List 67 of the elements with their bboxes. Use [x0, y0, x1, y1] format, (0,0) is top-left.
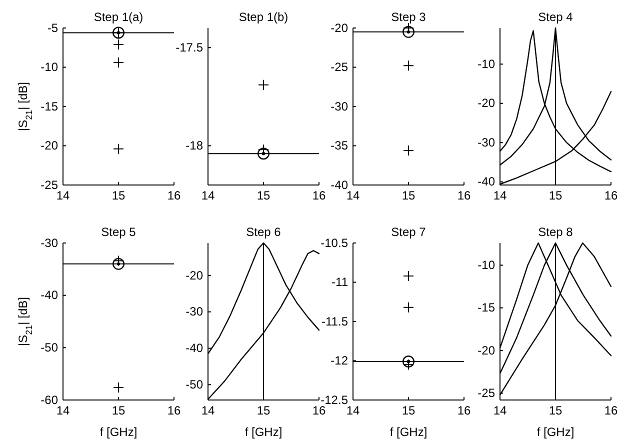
- y-tick-label: -20: [330, 20, 348, 35]
- x-tick-label: 14: [201, 404, 215, 418]
- y-tick-label: -20: [478, 96, 496, 110]
- y-tick-label: -10.5: [320, 236, 348, 250]
- y-tick-label: -30: [186, 304, 204, 319]
- y-tick-label: -18: [186, 138, 204, 153]
- x-tick-label: 16: [457, 404, 471, 418]
- x-tick-label: 15: [112, 188, 126, 203]
- y-tick-label: -50: [186, 378, 204, 392]
- chart-title: Step 6: [246, 225, 282, 239]
- x-tick-label: 15: [112, 404, 126, 418]
- y-tick-label: -5: [47, 20, 58, 35]
- y-tick-label: -11: [332, 275, 348, 290]
- x-tick-label: 14: [346, 188, 360, 203]
- y-tick-label: -10: [40, 60, 58, 74]
- x-tick-label: 16: [167, 188, 181, 203]
- y-tick-label: -10: [478, 258, 496, 272]
- y-tick-label: -50: [40, 340, 58, 355]
- x-axis-title: f [GHz]: [390, 425, 428, 439]
- x-tick-label: 14: [56, 188, 70, 203]
- y-tick-label: -12: [330, 354, 348, 368]
- chart-title: Step 7: [391, 225, 426, 239]
- y-tick-label: -20: [478, 343, 496, 358]
- chart-title: Step 1(a): [94, 10, 144, 24]
- y-tick-label: -25: [330, 60, 348, 74]
- y-tick-label: -40: [478, 174, 496, 189]
- y-tick-label: -60: [40, 392, 58, 407]
- x-tick-label: 16: [604, 188, 618, 203]
- x-tick-label: 14: [56, 404, 70, 418]
- y-tick-label: -35: [330, 138, 348, 153]
- y-tick-label: -25: [478, 386, 496, 400]
- x-tick-label: 14: [493, 188, 507, 203]
- x-tick-label: 16: [167, 404, 181, 418]
- y-tick-label: -40: [330, 178, 348, 192]
- y-tick-label: -20: [40, 138, 58, 153]
- chart-title: Step 1(b): [238, 10, 288, 24]
- y-tick-label: -20: [186, 268, 204, 282]
- chart-title: Step 3: [391, 10, 426, 24]
- x-tick-label: 14: [346, 404, 360, 418]
- x-axis-title: f [GHz]: [536, 425, 574, 439]
- y-tick-label: -30: [330, 99, 348, 114]
- x-tick-label: 15: [256, 404, 270, 418]
- y-tick-label: -30: [478, 135, 496, 150]
- y-tick-label: -11.5: [322, 314, 348, 328]
- y-tick-label: -15: [478, 300, 496, 315]
- chart-title: Step 4: [538, 10, 574, 24]
- y-tick-label: -17.5: [176, 40, 204, 54]
- y-tick-label: -40: [40, 288, 58, 302]
- x-tick-label: 14: [201, 188, 215, 203]
- y-tick-label: -10: [478, 56, 496, 71]
- y-tick-label: -40: [186, 341, 204, 356]
- y-tick-label: -30: [40, 236, 58, 250]
- x-tick-label: 16: [604, 404, 618, 418]
- y-tick-label: -25: [40, 178, 58, 192]
- y-tick-label: -15: [40, 99, 58, 114]
- chart-title: Step 5: [101, 225, 136, 239]
- x-tick-label: 16: [312, 188, 326, 203]
- x-tick-label: 15: [402, 188, 416, 203]
- x-tick-label: 15: [548, 404, 562, 418]
- x-axis-title: f [GHz]: [244, 425, 282, 439]
- x-tick-label: 16: [457, 188, 471, 203]
- chart-title: Step 8: [538, 225, 574, 239]
- x-tick-label: 15: [256, 188, 270, 203]
- x-tick-label: 15: [402, 404, 416, 418]
- x-tick-label: 14: [493, 404, 507, 418]
- x-tick-label: 15: [548, 188, 562, 203]
- x-axis-title: f [GHz]: [100, 425, 138, 439]
